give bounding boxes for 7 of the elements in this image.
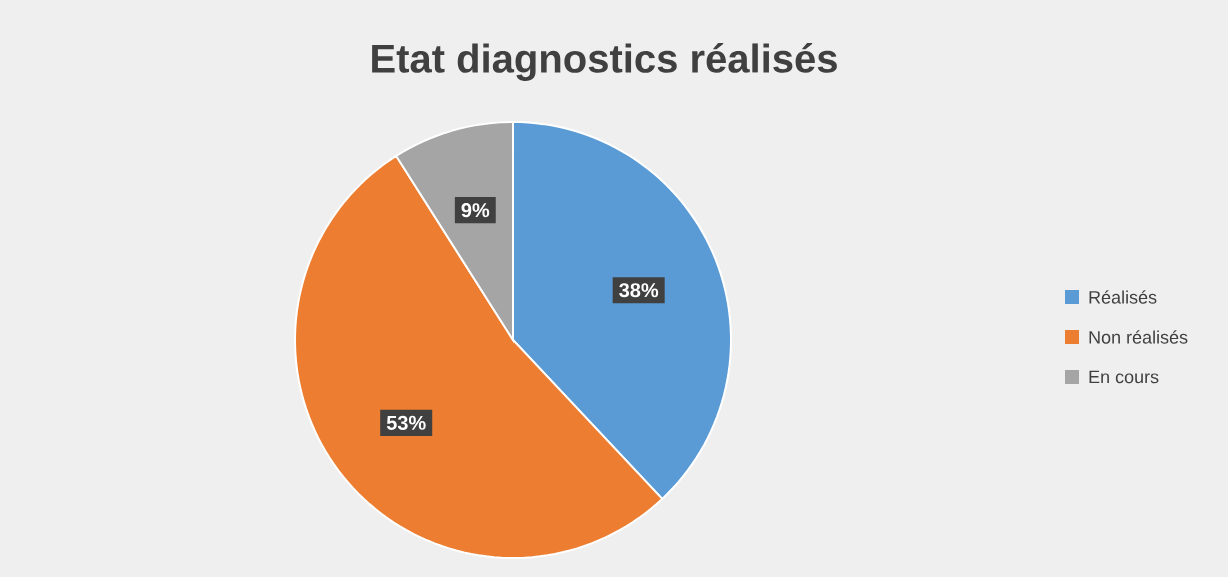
chart-title: Etat diagnostics réalisés xyxy=(372,43,837,81)
legend-label: Réalisés xyxy=(1089,290,1157,304)
data-label: 53% xyxy=(386,415,426,430)
data-label: 38% xyxy=(619,283,659,298)
legend-label: Non réalisés xyxy=(1089,330,1188,344)
data-label: 9% xyxy=(461,203,490,218)
legend-label: En cours xyxy=(1089,370,1159,384)
